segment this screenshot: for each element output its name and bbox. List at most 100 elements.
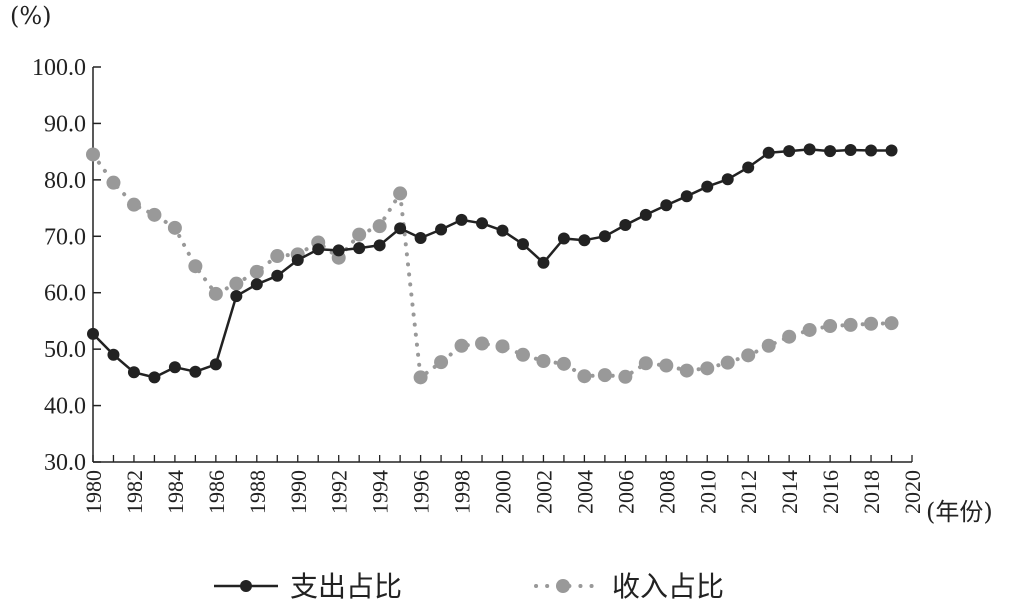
data-point-revenue	[802, 322, 817, 337]
y-axis-unit-label: (%)	[10, 2, 52, 30]
legend-label-expenditure: 支出占比	[290, 570, 402, 603]
data-point-expenditure	[701, 180, 714, 193]
data-point-revenue	[434, 355, 449, 370]
x-tick-label: 1980	[81, 470, 106, 514]
data-point-expenditure	[598, 230, 611, 243]
data-point-revenue	[659, 358, 674, 373]
data-point-revenue	[413, 370, 428, 385]
data-point-expenditure	[148, 371, 161, 384]
y-tick-label: 80.0	[44, 168, 86, 194]
data-point-expenditure	[414, 231, 427, 244]
x-tick-label: 1984	[163, 470, 188, 514]
data-point-expenditure	[168, 361, 181, 374]
data-point-revenue	[843, 317, 858, 332]
data-point-expenditure	[332, 244, 345, 257]
data-point-revenue	[126, 197, 141, 212]
data-point-expenditure	[639, 208, 652, 221]
data-point-expenditure	[496, 224, 509, 237]
data-point-revenue	[823, 319, 838, 334]
data-point-revenue	[229, 276, 244, 291]
data-point-expenditure	[230, 290, 243, 303]
data-point-revenue	[884, 316, 899, 331]
data-point-expenditure	[250, 278, 263, 291]
data-point-revenue	[270, 249, 285, 264]
data-point-revenue	[393, 186, 408, 201]
x-tick-label: 2002	[531, 470, 556, 514]
data-point-revenue	[720, 355, 735, 370]
data-point-revenue	[700, 361, 715, 376]
x-tick-label: 2010	[695, 470, 720, 514]
data-point-expenditure	[578, 234, 591, 247]
data-point-expenditure	[660, 199, 673, 212]
data-point-expenditure	[721, 173, 734, 186]
legend: 支出占比 收入占比	[214, 570, 724, 603]
axes: 30.0 40.0 50.0 60.0 70.0 80.0 90.0 100.0 1980 198…	[32, 55, 925, 514]
data-point-revenue	[475, 336, 490, 351]
data-point-revenue	[864, 316, 879, 331]
data-point-revenue	[106, 175, 121, 190]
series-layer	[86, 143, 899, 385]
data-point-revenue	[249, 264, 264, 279]
data-point-expenditure	[844, 143, 857, 156]
x-tick-label: 1996	[409, 470, 434, 514]
x-tick-label: 2020	[900, 470, 925, 514]
x-tick-label: 2004	[572, 470, 597, 514]
data-point-expenditure	[353, 242, 366, 255]
data-point-revenue	[86, 147, 100, 162]
series-line-revenue	[91, 152, 894, 382]
x-tick-label: 2000	[491, 470, 516, 514]
x-axis-unit-label: (年份)	[926, 498, 993, 526]
data-point-expenditure	[455, 213, 468, 226]
x-tick-label: 1994	[368, 470, 393, 514]
x-tick-label: 1988	[245, 470, 270, 514]
data-point-revenue	[352, 227, 367, 242]
data-point-revenue	[454, 338, 469, 353]
data-point-expenditure	[435, 223, 448, 236]
data-point-revenue	[536, 353, 551, 368]
y-tick-label: 40.0	[44, 394, 86, 420]
y-tick-label: 100.0	[32, 55, 86, 81]
x-tick-label: 1986	[204, 470, 229, 514]
y-tick-label: 60.0	[44, 281, 86, 307]
data-point-expenditure	[271, 269, 284, 282]
data-point-expenditure	[312, 243, 325, 256]
legend-item-revenue: 收入占比	[534, 570, 724, 603]
series-line-expenditure	[92, 148, 892, 379]
data-point-expenditure	[680, 190, 693, 203]
data-point-revenue	[188, 259, 203, 274]
data-point-revenue	[618, 369, 633, 384]
x-tick-label: 2012	[736, 470, 761, 514]
data-point-expenditure	[516, 238, 529, 251]
x-tick-label: 2014	[777, 470, 802, 514]
data-point-expenditure	[824, 145, 837, 158]
x-tick-label: 1982	[122, 470, 147, 514]
data-point-expenditure	[803, 143, 816, 156]
data-point-expenditure	[107, 348, 120, 361]
data-point-expenditure	[189, 365, 202, 378]
x-tick-label: 2006	[613, 470, 638, 514]
data-point-expenditure	[127, 366, 140, 379]
y-tick-label: 30.0	[44, 450, 86, 476]
data-point-expenditure	[783, 145, 796, 158]
data-point-expenditure	[885, 144, 898, 157]
data-point-expenditure	[619, 219, 632, 231]
data-point-revenue	[372, 219, 387, 234]
data-point-expenditure	[373, 239, 386, 252]
legend-marker-revenue	[556, 579, 570, 593]
x-tick-label: 2016	[818, 470, 843, 514]
legend-item-expenditure: 支出占比	[214, 570, 402, 603]
data-point-revenue	[782, 329, 797, 344]
data-point-expenditure	[742, 161, 755, 174]
y-tick-label: 90.0	[44, 111, 86, 137]
data-point-revenue	[147, 207, 162, 222]
x-tick-label: 1990	[286, 470, 311, 514]
legend-label-revenue: 收入占比	[612, 570, 724, 603]
data-point-revenue	[556, 356, 571, 371]
data-point-expenditure	[209, 358, 222, 371]
x-tick-label: 2008	[654, 470, 679, 514]
data-point-expenditure	[394, 222, 407, 235]
data-point-revenue	[597, 368, 612, 383]
data-point-revenue	[515, 347, 530, 362]
data-point-revenue	[741, 348, 756, 363]
